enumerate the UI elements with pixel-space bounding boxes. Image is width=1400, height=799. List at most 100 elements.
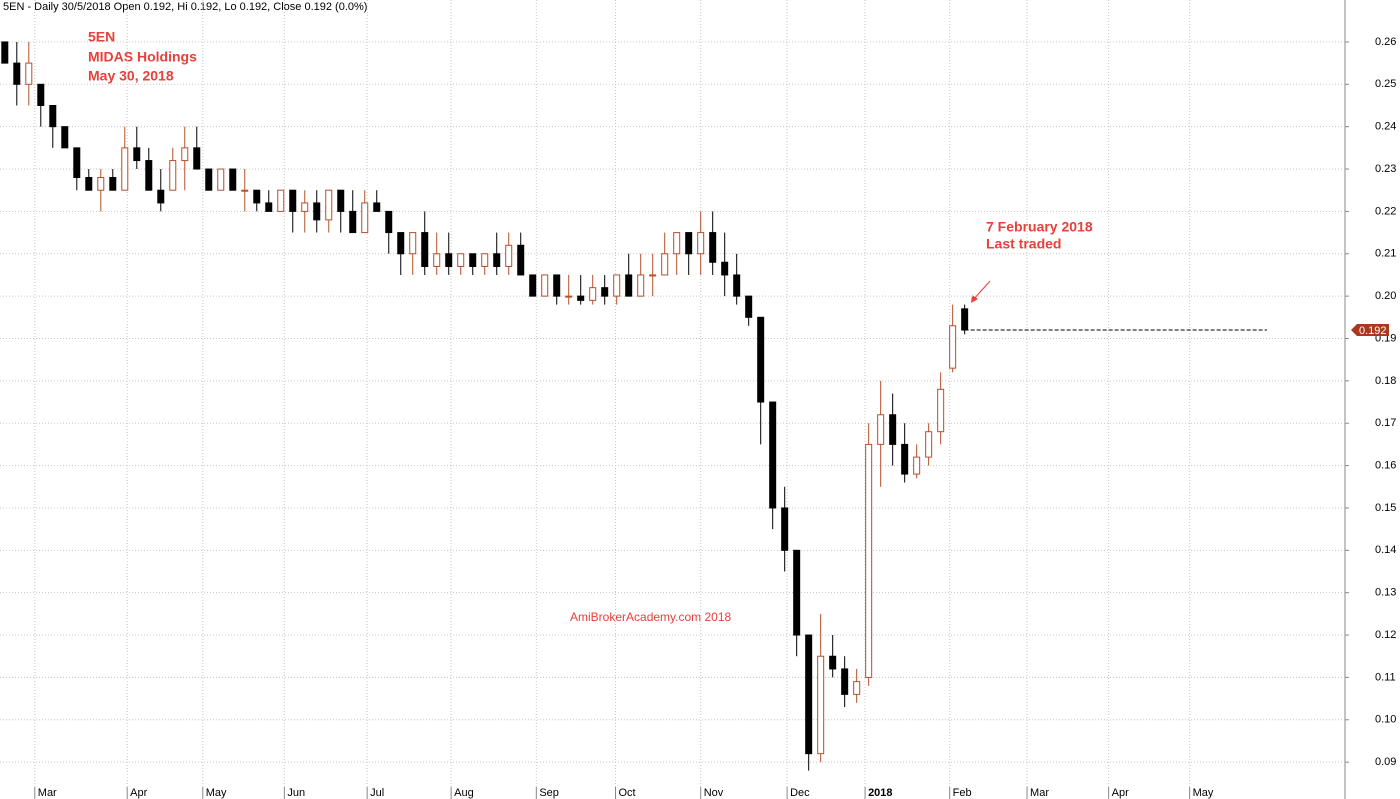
candle-body xyxy=(613,274,621,297)
y-tick-label: 0.16 xyxy=(1375,459,1396,471)
candle-body xyxy=(769,401,777,509)
candle-body xyxy=(565,295,573,298)
candle-body xyxy=(337,189,345,212)
candle-body xyxy=(49,104,57,128)
x-tick-label: Mar xyxy=(1030,787,1049,799)
x-tick-label: Dec xyxy=(790,787,810,799)
candle-body xyxy=(181,147,189,162)
candle-body xyxy=(697,232,705,255)
candle-body xyxy=(493,253,501,267)
candle-body xyxy=(805,634,813,755)
candle-body xyxy=(709,232,717,263)
x-tick-label: May xyxy=(206,787,227,799)
candle-body xyxy=(469,253,477,267)
candle-body xyxy=(829,655,837,670)
y-tick-label: 0.26 xyxy=(1375,36,1396,48)
candle-body xyxy=(253,189,261,204)
candle-body xyxy=(589,287,597,301)
y-tick-label: 0.12 xyxy=(1375,629,1396,641)
candle-body xyxy=(301,202,309,212)
candle-body xyxy=(433,253,441,267)
candle-body xyxy=(757,316,765,403)
y-tick-label: 0.25 xyxy=(1375,78,1396,90)
candle-body xyxy=(277,189,285,212)
candle-body xyxy=(529,274,537,297)
y-tick-label: 0.18 xyxy=(1375,375,1396,387)
arrow xyxy=(972,280,991,301)
candle-body xyxy=(673,232,681,255)
y-tick-label: 0.15 xyxy=(1375,502,1396,514)
y-tick-label: 0.11 xyxy=(1375,671,1396,683)
candle-body xyxy=(649,274,657,277)
candle-body xyxy=(325,189,333,221)
candle-body xyxy=(193,147,201,170)
candle-body xyxy=(793,549,801,636)
chart-title: 5EN - Daily 30/5/2018 Open 0.192, Hi 0.1… xyxy=(3,1,367,13)
annotation: Last traded xyxy=(986,236,1061,252)
y-tick-label: 0.24 xyxy=(1375,121,1396,133)
x-tick-label: Aug xyxy=(454,787,474,799)
x-tick-label: Apr xyxy=(1112,787,1129,799)
candle-body xyxy=(913,456,921,475)
candle-body xyxy=(721,261,729,276)
candle-body xyxy=(661,253,669,276)
candle-body xyxy=(961,308,969,331)
candle-body xyxy=(877,414,885,445)
candle-body xyxy=(517,244,525,276)
candle-body xyxy=(445,253,453,267)
annotation: 7 February 2018 xyxy=(986,219,1093,235)
x-tick-label: Apr xyxy=(130,787,147,799)
candle-body xyxy=(481,253,489,267)
candle-body xyxy=(229,168,237,191)
candle-body xyxy=(685,232,693,255)
candle-body xyxy=(25,62,33,85)
candle-body xyxy=(841,668,849,695)
candle-body xyxy=(109,177,117,191)
y-tick-label: 0.09 xyxy=(1375,756,1396,768)
y-tick-label: 0.14 xyxy=(1375,544,1396,556)
candle-body xyxy=(133,147,141,162)
x-tick-label: Mar xyxy=(38,787,57,799)
candle-body xyxy=(85,177,93,191)
x-tick-label: Jul xyxy=(370,787,384,799)
y-tick-label: 0.21 xyxy=(1375,248,1396,260)
candle-body xyxy=(217,168,225,191)
candle-body xyxy=(241,189,249,192)
last-price-tag xyxy=(1351,324,1389,337)
candle-body xyxy=(421,232,429,267)
x-tick-label: Nov xyxy=(704,787,724,799)
candle-body xyxy=(625,274,633,297)
candle-body xyxy=(733,274,741,297)
candle-body xyxy=(169,160,177,191)
candle-body xyxy=(397,232,405,255)
annotation: May 30, 2018 xyxy=(88,68,174,84)
y-tick-label: 0.20 xyxy=(1375,290,1396,302)
candle-body xyxy=(937,388,945,433)
candle-body xyxy=(457,253,465,267)
candle-body xyxy=(385,210,393,234)
y-tick-label: 0.22 xyxy=(1375,205,1396,217)
candle-body xyxy=(505,244,513,267)
x-tick-label: Feb xyxy=(953,787,972,799)
candle-body xyxy=(265,202,273,212)
candle-body xyxy=(637,274,645,297)
candle-body xyxy=(853,681,861,695)
candle-body xyxy=(901,443,909,475)
candle-body xyxy=(313,202,321,221)
candle-body xyxy=(745,295,753,318)
candle-body xyxy=(37,83,45,106)
candle-body xyxy=(1,41,9,64)
x-tick-label: Oct xyxy=(619,787,636,799)
candle-body xyxy=(205,168,213,191)
arrow-head xyxy=(971,295,978,303)
candle-body xyxy=(121,147,129,191)
annotation: MIDAS Holdings xyxy=(88,49,197,65)
annotation: 5EN xyxy=(88,29,115,45)
y-tick-label: 0.23 xyxy=(1375,163,1396,175)
candle-body xyxy=(13,62,21,85)
x-tick-label: Sep xyxy=(539,787,559,799)
annotation: AmiBrokerAcademy.com 2018 xyxy=(570,610,732,624)
y-tick-label: 0.17 xyxy=(1375,417,1396,429)
candle-body xyxy=(577,295,585,301)
